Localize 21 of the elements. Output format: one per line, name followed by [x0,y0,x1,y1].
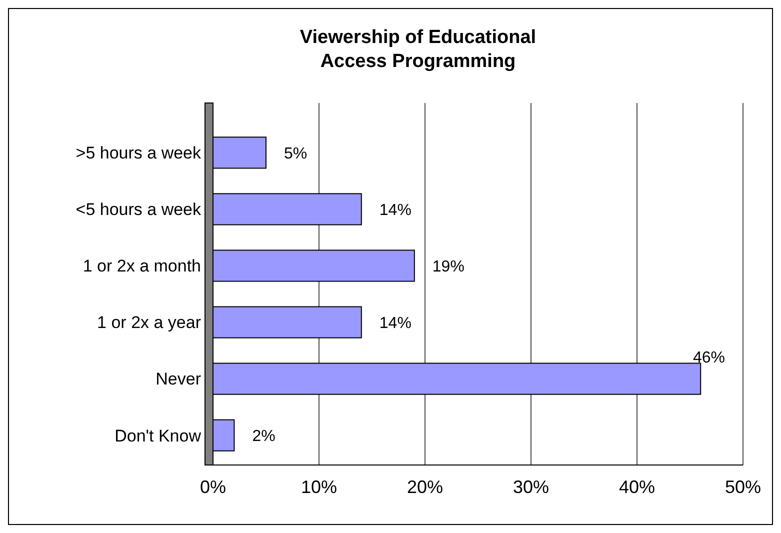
x-tick-label: 40% [618,477,656,497]
data-label: 19% [432,258,464,276]
y-tick-label: 1 or 2x a month [82,256,201,276]
y-tick-label: Don't Know [114,426,202,446]
chart-title: Viewership of Educational Access Programming [300,27,536,72]
y-tick-label: 1 or 2x a year [97,313,202,332]
x-tick-label: 20% [406,477,444,497]
y-tick-label: <5 hours a week [76,200,202,220]
x-tick-label: 0% [200,477,226,497]
x-tick-label: 10% [300,477,338,497]
data-label: 14% [379,314,412,332]
bar [212,419,235,452]
data-label: 2% [252,428,276,445]
x-tick-label: 50% [724,477,762,497]
data-label: 5% [284,145,308,162]
x-tick-label: 30% [512,477,550,497]
y-tick-label: >5 hours a week [76,144,202,163]
bar [212,136,266,169]
data-label: 14% [379,202,412,219]
y-tick-label: Never [156,370,202,389]
data-label: 46% [693,349,726,366]
